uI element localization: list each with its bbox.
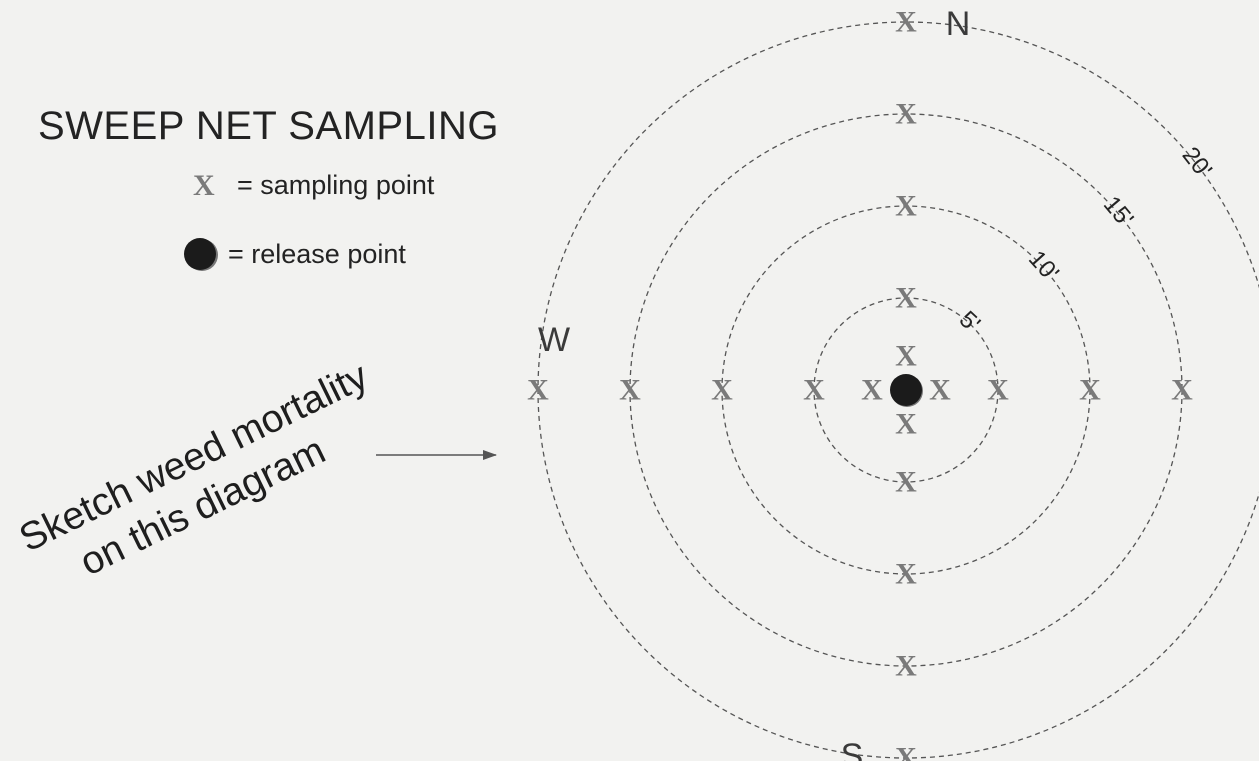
distance-ring-20 bbox=[537, 21, 1259, 759]
page-title: SWEEP NET SAMPLING bbox=[38, 104, 499, 148]
sampling-point-east-15[interactable]: X bbox=[1171, 374, 1193, 407]
distance-ring-5 bbox=[813, 297, 999, 483]
sampling-points: XXXXXXXXXXXXXXXXXXXX bbox=[527, 6, 1193, 761]
sampling-point-west-20[interactable]: X bbox=[527, 374, 549, 407]
release-point[interactable] bbox=[890, 374, 922, 406]
ring-label-5: 5' bbox=[954, 306, 986, 338]
sampling-point-west-10[interactable]: X bbox=[711, 374, 733, 407]
sampling-point-east-10[interactable]: X bbox=[1079, 374, 1101, 407]
sampling-point-north-15[interactable]: X bbox=[895, 98, 917, 131]
direction-west: W bbox=[538, 321, 570, 359]
sampling-point-east-5[interactable]: X bbox=[987, 374, 1009, 407]
sampling-point-north-2[interactable]: X bbox=[895, 340, 917, 373]
sampling-point-west-2[interactable]: X bbox=[861, 374, 883, 407]
sampling-point-north-5[interactable]: X bbox=[895, 282, 917, 315]
sampling-point-south-20[interactable]: X bbox=[895, 742, 917, 761]
ring-label-10: 10' bbox=[1023, 245, 1064, 286]
sampling-point-south-2[interactable]: X bbox=[895, 408, 917, 441]
sampling-point-west-5[interactable]: X bbox=[803, 374, 825, 407]
direction-south: S bbox=[841, 737, 864, 761]
sampling-point-west-15[interactable]: X bbox=[619, 374, 641, 407]
distance-ring-10 bbox=[721, 205, 1091, 575]
legend-sampling-point: X = sampling point bbox=[193, 170, 434, 201]
sampling-point-south-10[interactable]: X bbox=[895, 558, 917, 591]
sampling-point-east-2[interactable]: X bbox=[929, 374, 951, 407]
ring-label-15: 15' bbox=[1098, 191, 1139, 232]
sampling-point-north-10[interactable]: X bbox=[895, 190, 917, 223]
sampling-point-north-20[interactable]: X bbox=[895, 6, 917, 39]
release-point-icon bbox=[184, 238, 216, 270]
sampling-point-icon: X bbox=[193, 168, 215, 202]
legend-release-point: = release point bbox=[184, 238, 406, 270]
sampling-point-south-5[interactable]: X bbox=[895, 466, 917, 499]
distance-ring-15 bbox=[629, 113, 1183, 667]
direction-north: N bbox=[946, 5, 971, 43]
distance-rings bbox=[537, 21, 1259, 759]
legend-release-label: = release point bbox=[228, 238, 406, 269]
legend-sampling-label: = sampling point bbox=[237, 170, 435, 200]
sampling-point-south-15[interactable]: X bbox=[895, 650, 917, 683]
